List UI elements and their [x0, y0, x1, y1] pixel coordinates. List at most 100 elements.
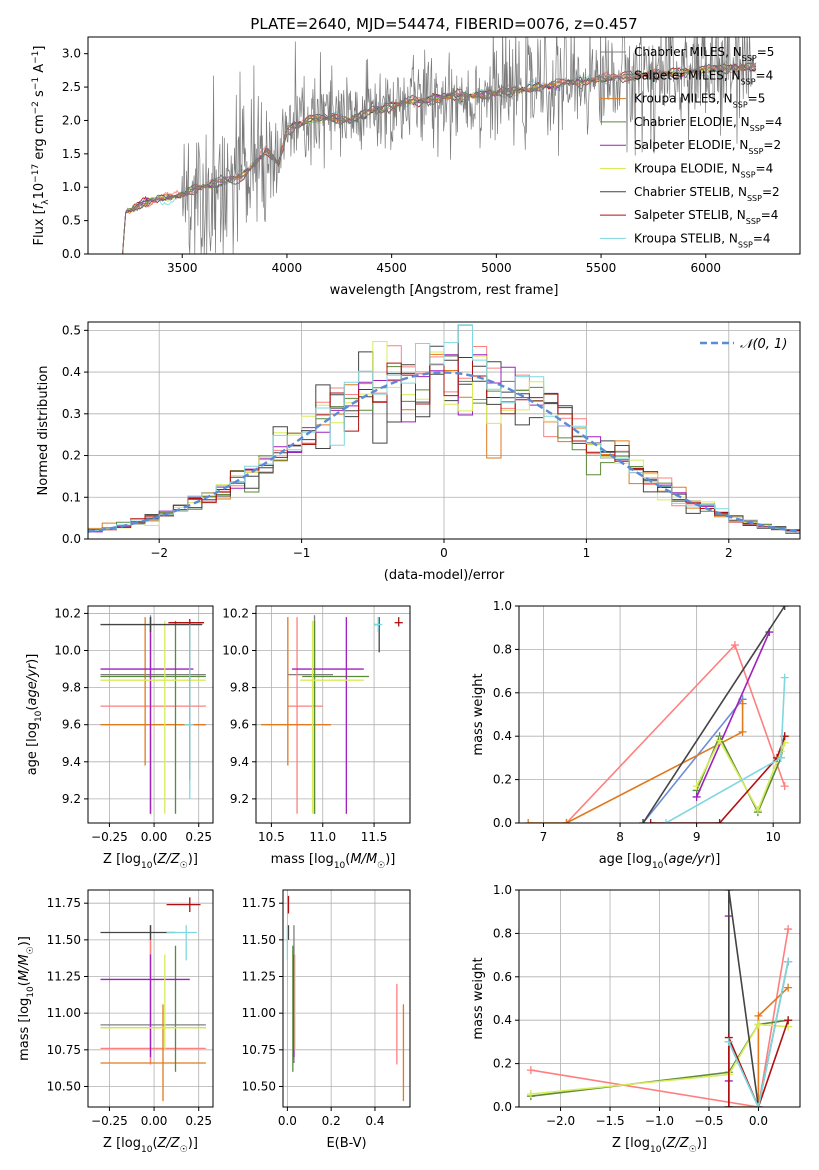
weight-line [530, 928, 789, 1107]
label-part: log [17, 998, 32, 1018]
y-tick-label: 0.0 [493, 1100, 512, 1114]
legend-tail: =5 [748, 92, 766, 106]
label-part: M/M [350, 852, 377, 867]
x-tick-label: 11.5 [361, 830, 388, 844]
errorbar-point [166, 925, 197, 961]
weight-marker [738, 699, 747, 708]
y-tick-label: 2.0 [62, 113, 81, 127]
errorbar-point [302, 620, 369, 814]
label-part: −2 [31, 101, 41, 114]
axes-frame [518, 605, 801, 824]
mass_vs_ebv-axes: 0.0 0.2 0.4 10.50 10.75 11.00 11.25 11.50 11.75 E… [242, 889, 411, 1151]
label-part: ( [661, 1136, 666, 1151]
label-part: Z [ [103, 852, 121, 867]
x-tick-label: 8 [616, 830, 624, 844]
legend-tail: =2 [763, 138, 781, 152]
weight_vs_age-plot-area [524, 606, 789, 823]
label-part: log [121, 1136, 141, 1151]
axes-frame [87, 889, 214, 1108]
legend-sub: SSP [746, 217, 761, 226]
age_vs_Z-axes: −0.25 0.00 0.259.29.49.69.810.010.2Z [log1… [25, 605, 214, 871]
mass_vs_ebv-plot-area [286, 895, 405, 1102]
y-tick-label: 9.4 [230, 755, 249, 769]
errorbar-point [166, 897, 201, 912]
x-tick-label: 4000 [272, 261, 303, 275]
legend-sub: SSP [750, 123, 765, 132]
weight-marker [753, 805, 762, 814]
legend-tail: =4 [756, 162, 774, 176]
y-tick-label: 0.3 [62, 407, 81, 421]
label-part: 10 [26, 986, 36, 998]
y-tick-label: 11.50 [242, 933, 276, 947]
y-tick-label: 0.2 [493, 773, 512, 787]
y-tick-label: 10.2 [222, 606, 249, 620]
y-tick-label: 0.6 [493, 970, 512, 984]
weight-marker [692, 782, 701, 791]
y-tick-label: 0.5 [62, 214, 81, 228]
y-tick-label: 11.00 [242, 1006, 276, 1020]
label-part: Z [ [103, 1136, 121, 1151]
errorbar-point [291, 617, 364, 814]
x-tick-label: 6000 [690, 261, 721, 275]
label-part: ☉ [180, 861, 188, 871]
x-tick-label: −1.0 [645, 1114, 674, 1128]
legend-entry: Chabrier STELIB, NSSP=2 [634, 185, 780, 203]
x-tick-label: 9 [693, 830, 701, 844]
residuals-axes: −2 −1 0 1 2 0.0 0.1 0.2 0.3 0.4 0.5 (data-model)/er… [36, 321, 801, 583]
label-part: ☉ [689, 1145, 697, 1155]
y-tick-label: 0.0 [62, 532, 81, 546]
label-part: )] [385, 852, 395, 867]
x-tick-label: −1.5 [595, 1114, 624, 1128]
label-part: )] [697, 1136, 707, 1151]
x-tick-label: 0.0 [749, 1114, 768, 1128]
x-axis-label: E(B-V) [326, 1136, 366, 1151]
label-part: ( [25, 706, 40, 711]
y-tick-label: 0.4 [493, 1013, 512, 1027]
label-part: mass [ [271, 852, 314, 867]
legend-sub: SSP [748, 147, 763, 156]
label-part: −1 [31, 77, 41, 90]
y-tick-label: 11.25 [47, 970, 81, 984]
weight-marker [724, 1103, 733, 1107]
y-tick-label: 9.8 [230, 681, 249, 695]
weight-line [695, 631, 771, 798]
weight-marker [754, 1011, 763, 1020]
errorbar-point [100, 954, 190, 1058]
weight-line [528, 703, 744, 823]
y-tick-label: 0.1 [62, 490, 81, 504]
legend-text: Chabrier ELODIE, N [634, 115, 750, 129]
errorbar-point [394, 617, 403, 627]
legend-text: Chabrier MILES, N [634, 45, 742, 59]
x-tick-label: −2 [150, 546, 168, 560]
y-tick-label: 1.5 [62, 147, 81, 161]
label-part: )] [188, 852, 198, 867]
label-part: 10 [34, 710, 44, 722]
label-part: A [32, 64, 47, 77]
legend-text: Kroupa MILES, N [634, 92, 733, 106]
errorbar-point [287, 615, 333, 814]
x-tick-label: −0.25 [91, 1114, 128, 1128]
weight-marker [715, 819, 724, 823]
label-part: Z/Z [666, 1136, 690, 1151]
y-tick-label: 11.00 [47, 1006, 81, 1020]
x-axis-label: Z [log10(Z/Z☉)] [103, 1136, 198, 1155]
label-part: )] [710, 852, 720, 867]
x-tick-label: 0.4 [365, 1114, 384, 1128]
label-part: 10 [141, 1145, 153, 1155]
x-tick-label: −0.5 [694, 1114, 723, 1128]
label-part: )] [188, 1136, 198, 1151]
axes-frame [282, 889, 411, 1108]
y-tick-label: 1.0 [493, 883, 512, 897]
errorbar-point [374, 617, 383, 632]
histogram-step [88, 357, 800, 531]
legend-entry: 𝒩(0, 1) [740, 337, 787, 352]
label-part: ( [345, 852, 350, 867]
y-tick-label: 11.25 [242, 970, 276, 984]
x-tick-label: 3500 [167, 261, 198, 275]
legend-entry: Kroupa STELIB, NSSP=4 [634, 231, 771, 249]
weight-line [642, 698, 744, 823]
age_vs_mass-axes: 10.5 11.0 11.5 9.2 9.4 9.6 9.8 10.0 10.2 mass [lo… [222, 605, 411, 871]
weight-marker [692, 792, 701, 801]
